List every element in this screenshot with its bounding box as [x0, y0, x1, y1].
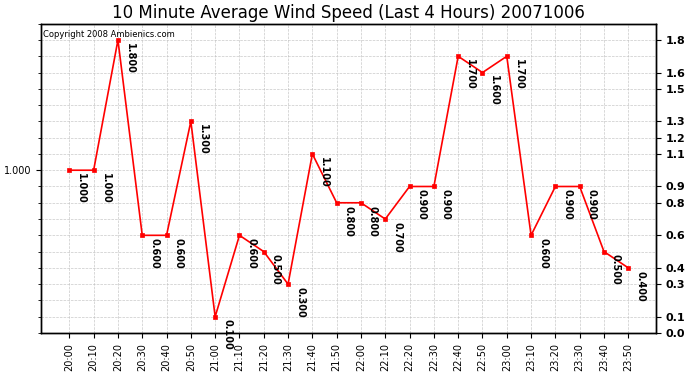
Text: 1.300: 1.300 — [198, 124, 208, 155]
Text: 0.100: 0.100 — [222, 320, 232, 350]
Text: 0.900: 0.900 — [441, 189, 451, 220]
Text: 0.300: 0.300 — [295, 287, 305, 318]
Text: 0.800: 0.800 — [368, 206, 378, 236]
Text: 0.600: 0.600 — [246, 238, 257, 269]
Text: 1.000: 1.000 — [77, 173, 86, 204]
Text: 0.800: 0.800 — [344, 206, 353, 236]
Text: Copyright 2008 Ambienics.com: Copyright 2008 Ambienics.com — [43, 30, 175, 39]
Title: 10 Minute Average Wind Speed (Last 4 Hours) 20071006: 10 Minute Average Wind Speed (Last 4 Hou… — [112, 4, 585, 22]
Text: 0.600: 0.600 — [149, 238, 159, 269]
Text: 1.800: 1.800 — [125, 43, 135, 74]
Text: 0.600: 0.600 — [173, 238, 184, 269]
Text: 0.400: 0.400 — [635, 271, 645, 302]
Text: 0.500: 0.500 — [270, 254, 281, 285]
Text: 0.600: 0.600 — [538, 238, 548, 269]
Text: 1.700: 1.700 — [465, 59, 475, 90]
Text: 1.600: 1.600 — [489, 75, 500, 106]
Text: 0.500: 0.500 — [611, 254, 621, 285]
Text: 0.900: 0.900 — [417, 189, 426, 220]
Text: 1.700: 1.700 — [514, 59, 524, 90]
Text: 0.700: 0.700 — [392, 222, 402, 253]
Text: 0.900: 0.900 — [562, 189, 572, 220]
Text: 0.900: 0.900 — [586, 189, 597, 220]
Text: 1.000: 1.000 — [101, 173, 110, 204]
Text: 1.100: 1.100 — [319, 157, 329, 188]
